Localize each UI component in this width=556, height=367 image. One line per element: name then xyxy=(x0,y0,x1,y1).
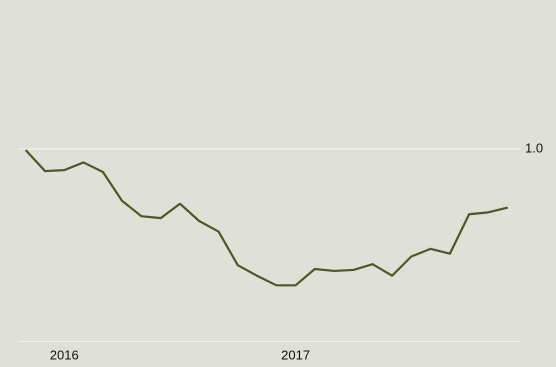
x-tick-label: 2016 xyxy=(50,347,79,362)
line-series xyxy=(24,149,509,287)
y-tick-label: 1.0 xyxy=(525,140,543,155)
x-tick-label: 2017 xyxy=(281,347,310,362)
